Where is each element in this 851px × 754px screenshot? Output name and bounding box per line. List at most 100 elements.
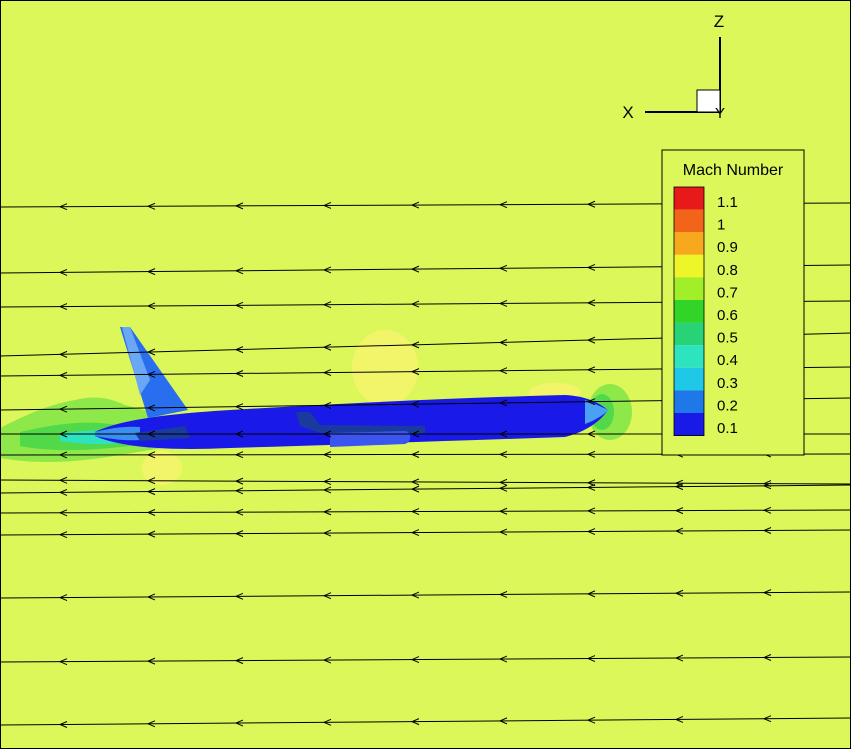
vertical-stabilizer-highlight [122,327,150,395]
streamline-arrow [586,590,596,598]
streamline-arrow [234,301,244,309]
streamline-arrow [322,266,332,274]
streamline-arrow [146,488,156,496]
streamline-arrow [586,200,596,208]
streamline-arrow [322,592,332,600]
streamline-arrow [410,300,420,308]
streamline-arrow [322,401,332,409]
streamline-arrow [146,530,156,538]
legend-swatch [674,322,704,346]
streamline-arrow [586,430,596,438]
streamline-arrow [762,482,772,490]
legend-swatch [674,232,704,255]
legend-level-label: 0.4 [717,352,738,369]
streamline-arrow [58,451,68,459]
streamline-arrow [498,264,508,272]
legend-swatch [674,413,704,436]
wing [296,412,425,434]
streamline-arrow [234,346,244,354]
streamline-arrow [586,366,596,374]
legend-level-label: 0.7 [717,284,738,301]
streamline-arrow [410,591,420,599]
streamline-arrow [586,264,596,271]
streamline-arrow [58,658,68,666]
streamline-arrow [586,528,596,536]
nose-cone [585,400,609,424]
streamline-arrow [58,405,68,413]
streamline-arrow [498,450,508,458]
streamline-arrow [234,530,244,538]
streamline-arrow [58,476,68,484]
streamline-arrow [322,656,332,664]
legend-level-label: 0.8 [717,262,738,279]
streamline-arrow [498,367,508,375]
legend-swatch [674,300,704,323]
streamline-arrow [410,508,420,516]
legend-level-label: 0.5 [717,330,738,347]
streamline-arrow [586,655,596,663]
streamline-arrow [146,348,156,356]
legend-swatches: 1.1 1 0.9 0.8 0.7 0.6 0.5 0.4 0.3 0.2 0.1 [673,186,738,437]
streamline-arrow [498,507,508,515]
streamline [0,509,851,514]
streamline-arrow [410,341,420,349]
streamline-arrow [322,718,332,726]
engine-nacelle [330,431,411,447]
z-axis-label: Z [714,12,724,31]
streamline-arrow [58,371,68,379]
streamline-arrow [586,336,596,344]
legend-title: Mach Number [683,162,784,179]
streamline-arrow [234,430,244,438]
streamline-arrow [410,478,420,486]
legend-level-label: 1.1 [717,194,738,211]
streamline-arrow [410,265,420,273]
mach-legend: Mach Number 1.1 1 0.9 0.8 0.7 0.6 0.5 0.4 0.3 0.2… [661,149,805,456]
legend-level-label: 0.2 [717,397,738,414]
streamline-arrow [322,508,332,516]
streamline-arrow [58,488,68,496]
legend-swatch [674,367,704,391]
streamline-arrow [498,478,508,486]
streamline-arrow [498,430,508,438]
streamline-arrow [410,368,420,376]
streamline-arrow [410,718,420,726]
streamline-arrow [674,654,684,662]
streamline-arrow [586,299,596,307]
streamline [0,484,851,494]
streamline-arrow [58,721,68,728]
streamline-arrow [322,430,332,438]
streamline-arrow [674,715,684,723]
streamline-arrow [146,370,156,378]
streamline-arrow [762,715,772,723]
streamline-arrow [586,398,596,406]
y-axis-label: Y [715,105,725,122]
streamline-arrow [498,655,508,663]
streamline-arrow [234,657,244,665]
legend-level-label: 0.9 [717,239,738,256]
streamline-arrow [410,400,420,408]
streamline-arrow [146,430,156,438]
axis-triad: Z X Y [622,12,725,122]
streamline-arrow [410,451,420,458]
lower-tail-acceleration-region [142,451,182,485]
streamline-arrow [586,450,596,458]
streamline-arrow [498,484,508,492]
streamline-arrow [322,343,332,351]
aircraft-surface [95,327,609,449]
streamline-arrow [58,268,68,276]
fuselage [95,395,608,449]
streamline-arrow [146,202,156,210]
streamline-arrow [234,451,244,459]
streamline-arrow [410,430,420,438]
streamline-arrow [234,202,244,210]
streamline-arrow [586,479,596,487]
streamline-arrow [322,478,332,485]
streamline-arrow [146,593,156,601]
streamline-arrow [58,509,68,517]
legend-level-label: 0.6 [717,307,738,324]
streamline-arrow [234,719,244,727]
streamline-arrow [322,486,332,494]
streamline [0,717,851,726]
streamline-arrow [586,484,596,491]
streamline-arrow [322,301,332,309]
